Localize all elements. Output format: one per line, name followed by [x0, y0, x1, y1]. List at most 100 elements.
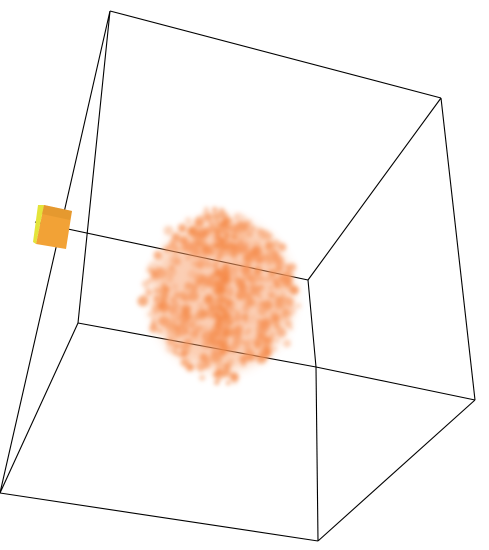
cloud-particle [265, 346, 272, 353]
cloud-particle [223, 263, 227, 268]
cloud-particle [173, 343, 179, 349]
cloud-particle [275, 338, 280, 343]
cloud-particle [180, 358, 189, 367]
cloud-particle [153, 250, 162, 259]
cloud-particle [215, 227, 222, 234]
cloud-particle [282, 296, 287, 300]
cloud-particle [295, 303, 302, 309]
cloud-particle [204, 260, 212, 269]
cloud-particles [137, 206, 302, 386]
cloud-particle [250, 285, 259, 294]
cloud-particle [177, 223, 187, 233]
cloud-particle [201, 287, 205, 292]
cloud-particle [219, 249, 223, 253]
cloud-particle [165, 275, 174, 283]
cloud-particle [187, 226, 198, 237]
box-edge [440, 97, 476, 401]
cloud-particle [276, 327, 287, 338]
cloud-particle [225, 252, 229, 256]
cloud-particle [243, 340, 248, 345]
cloud-particle [207, 362, 212, 367]
cloud-particle [221, 268, 229, 277]
cloud-particle [163, 246, 171, 254]
cloud-particle [283, 339, 292, 348]
cloud-particle [169, 308, 181, 319]
cloud-particle [219, 328, 222, 331]
cloud-particle [146, 266, 153, 274]
cloud-particle [256, 227, 264, 235]
cloud-particle [240, 244, 250, 253]
cloud-particle [161, 281, 166, 287]
cloud-particle [269, 310, 278, 319]
cloud-particle [212, 212, 222, 222]
cloud-particle [266, 259, 274, 266]
box-edge [315, 366, 476, 401]
cloud-particle [195, 339, 199, 344]
cloud-particle [267, 291, 274, 298]
cloud-particle [214, 371, 223, 380]
cloud-particle [214, 279, 221, 286]
cloud-particle [171, 348, 178, 355]
cloud-particle [190, 330, 200, 340]
cloud-particle [246, 343, 251, 348]
cloud-particle [215, 320, 221, 326]
cloud-particle [143, 290, 151, 299]
cloud-particle [235, 222, 247, 234]
cloud-particle [215, 235, 221, 240]
box-edge [109, 10, 442, 99]
cloud-particle [273, 283, 279, 289]
cloud-particle [214, 373, 218, 377]
cloud-particle [248, 354, 255, 361]
cloud-particle [211, 349, 218, 356]
cloud-particle [267, 232, 274, 239]
cloud-particle [155, 266, 163, 274]
cloud-particle [249, 319, 254, 324]
cloud-particle [223, 233, 229, 239]
cloud-particle [204, 213, 213, 222]
box-edge [307, 279, 317, 368]
cloud-particle [199, 374, 206, 381]
cloud-particle [256, 318, 261, 323]
cloud-particle [188, 357, 192, 361]
cloud-particle [169, 296, 177, 304]
cloud-particle [246, 275, 254, 282]
cloud-particle [214, 250, 218, 254]
cloud-particle [239, 355, 248, 364]
cloud-particle [183, 281, 195, 293]
cloud-particle [172, 232, 180, 241]
box-edge [77, 10, 111, 324]
cloud-particle [286, 267, 292, 273]
cloud-particle [166, 337, 176, 346]
cloud-particle [281, 303, 287, 310]
cloud-particle [242, 313, 249, 321]
cloud-particle [220, 341, 229, 351]
cloud-particle [185, 331, 189, 335]
cloud-particle [150, 320, 158, 327]
cloud-particle [217, 356, 223, 362]
cloud-particle [281, 271, 288, 278]
cloud-particle [233, 212, 244, 223]
cloud-particle [231, 260, 242, 272]
cloud-particle [271, 346, 278, 353]
cloud-particle [229, 371, 239, 381]
cloud-particle [281, 318, 285, 322]
cloud-particle [242, 265, 251, 275]
box-edge [0, 10, 111, 494]
cloud-particle [268, 285, 273, 290]
cloud-particle [214, 379, 220, 386]
cloud-particle [205, 302, 213, 310]
box-marker[interactable] [33, 205, 72, 249]
cloud-particle [253, 265, 261, 274]
cloud-particle [276, 251, 281, 255]
cloud-particle [263, 341, 269, 347]
cloud-particle [241, 362, 246, 367]
cloud-particle [286, 298, 295, 307]
cloud-particle [220, 295, 229, 303]
cloud-particle [259, 275, 265, 282]
cloud-particle [244, 330, 249, 336]
box-marker-side [33, 205, 44, 244]
cloud-particle [281, 309, 292, 320]
cloud-particle [165, 345, 173, 353]
box-marker-shade [42, 205, 72, 220]
